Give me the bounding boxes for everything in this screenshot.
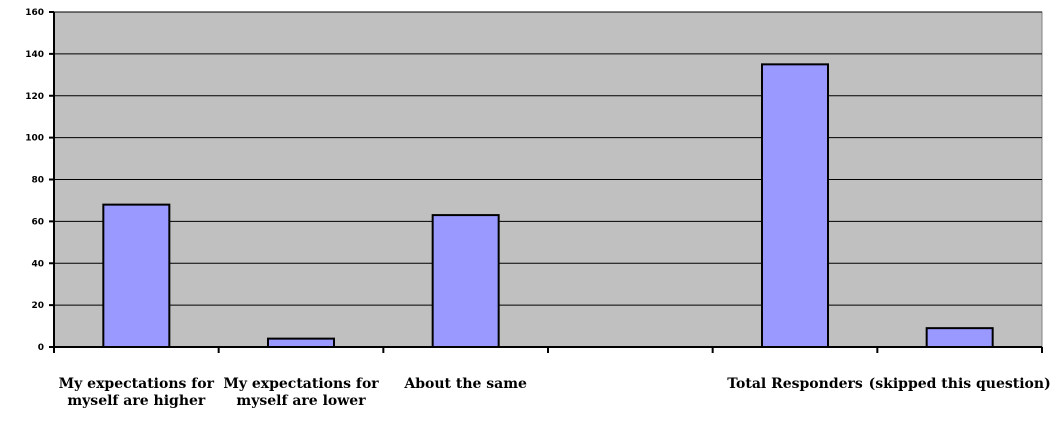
x-category-label-1-line-0: My expectations for: [223, 376, 379, 392]
y-tick-label-140: 140: [25, 50, 44, 60]
bar-2: [431, 214, 500, 348]
y-tick-label-160: 160: [25, 8, 44, 18]
y-tick-label-40: 40: [31, 259, 44, 269]
y-tick-label-0: 0: [38, 343, 44, 353]
bar-0: [102, 203, 171, 348]
bar-4: [761, 63, 829, 348]
y-tick-label-80: 80: [31, 176, 44, 186]
x-category-label-2-line-0: About the same: [403, 376, 527, 392]
x-category-label-5-line-0: (skipped this question): [869, 376, 1051, 392]
axes: [49, 11, 1043, 353]
bars: [102, 63, 994, 348]
x-category-label-0-line-0: My expectations for: [59, 376, 215, 392]
x-category-label-4-line-0: Total Responders: [727, 376, 863, 392]
x-category-label-0-line-1: myself are higher: [67, 393, 206, 409]
bar-5: [925, 327, 994, 348]
y-tick-label-60: 60: [31, 217, 44, 227]
y-tick-label-20: 20: [31, 301, 44, 311]
y-tick-labels: 0 20 40 60 80 100 120 140 160: [25, 8, 44, 353]
gridlines: [54, 11, 1042, 306]
y-tick-label-120: 120: [25, 92, 44, 102]
x-category-label-1-line-1: myself are lower: [236, 393, 366, 409]
bar-1: [267, 337, 335, 348]
y-tick-label-100: 100: [25, 134, 44, 144]
